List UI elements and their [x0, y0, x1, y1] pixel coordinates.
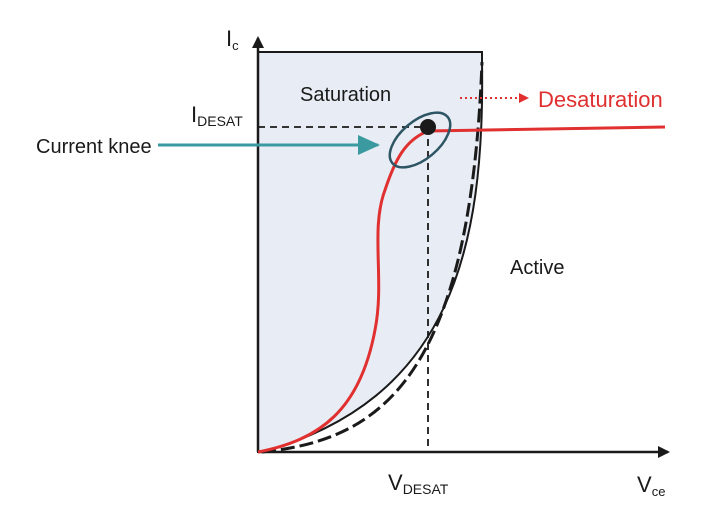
current-knee-label: Current knee [36, 136, 152, 158]
active-label: Active [510, 257, 564, 279]
saturation-region [257, 51, 484, 453]
knee-ellipse [388, 111, 452, 169]
x-axis-label: Vce [637, 472, 665, 499]
desaturation-label: Desaturation [538, 87, 663, 112]
desat-point [420, 119, 436, 135]
i-desat-label: IDESAT [191, 102, 243, 129]
y-axis-label: Ic [226, 26, 239, 53]
v-desat-label: VDESAT [388, 470, 449, 497]
ic-vce-curve [257, 125, 666, 454]
saturation-label: Saturation [300, 84, 391, 106]
boundary-curve [261, 61, 484, 454]
